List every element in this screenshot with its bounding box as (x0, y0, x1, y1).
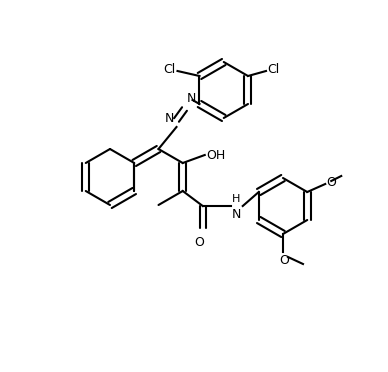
Text: O: O (194, 236, 204, 249)
Text: OH: OH (207, 148, 226, 161)
Text: N: N (187, 92, 196, 105)
Text: N: N (165, 112, 175, 125)
Text: Cl: Cl (163, 62, 175, 76)
Text: N: N (232, 208, 241, 221)
Text: O: O (279, 254, 289, 267)
Text: H: H (232, 194, 240, 204)
Text: Cl: Cl (267, 62, 279, 76)
Text: O: O (326, 176, 336, 189)
